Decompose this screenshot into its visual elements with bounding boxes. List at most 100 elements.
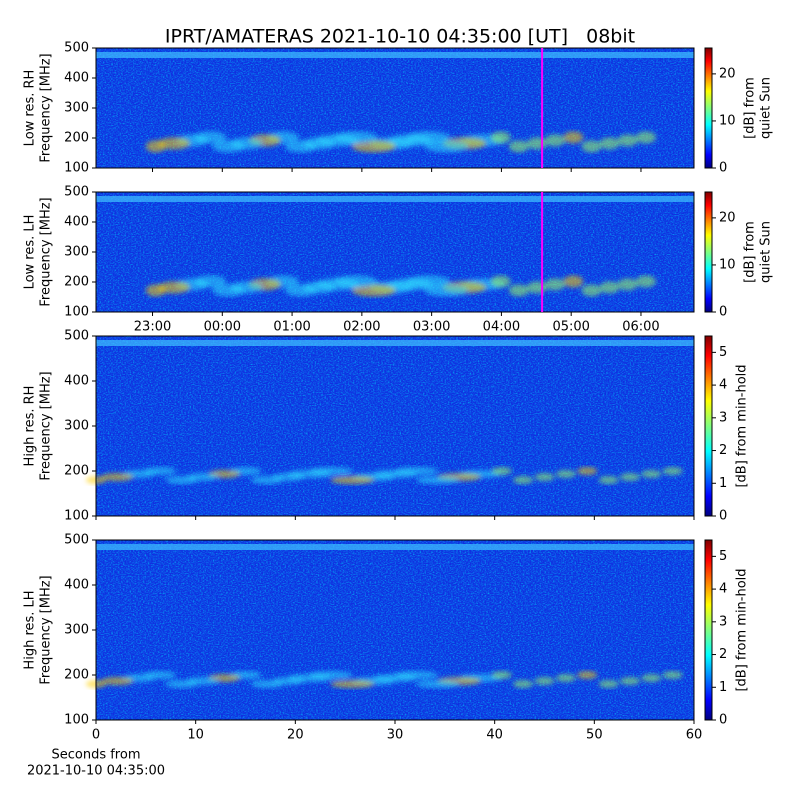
burst [619, 473, 640, 481]
y-tick-label: 400 [64, 374, 89, 389]
burst [250, 680, 283, 688]
burst [598, 680, 619, 688]
y-tick-label: 300 [64, 419, 89, 434]
bursts [145, 275, 656, 297]
burst [534, 677, 555, 685]
x-tick-label: 40 [486, 728, 503, 743]
chart-title: IPRT/AMATERAS 2021-10-10 04:35:00 [UT] 0… [165, 26, 635, 48]
x-tick-label: 03:00 [413, 320, 450, 335]
colorbar-tick-label: 10 [719, 257, 736, 272]
burst [641, 470, 662, 478]
burst [285, 140, 318, 153]
burst [619, 677, 640, 685]
x-tick-label: 60 [686, 728, 703, 743]
burst [598, 476, 619, 484]
bursts [86, 467, 683, 484]
colorbar-label: quiet Sun [759, 77, 774, 139]
burst [287, 674, 332, 682]
y-axis-label: Low res. LH [23, 215, 38, 290]
x-tick-label: 0 [92, 728, 100, 743]
burst [491, 467, 512, 475]
burst [315, 278, 360, 291]
burst [351, 284, 396, 297]
burst [330, 680, 375, 688]
x-tick-label: 04:00 [483, 320, 520, 335]
colorbar-tick-label: 10 [719, 113, 736, 128]
burst [157, 281, 190, 294]
burst [527, 281, 548, 294]
colorbar-tick-label: 20 [719, 66, 736, 81]
heatmap-texture [96, 48, 694, 168]
colorbar-tick-label: 2 [719, 443, 727, 458]
burst [577, 671, 598, 679]
burst [513, 680, 534, 688]
colorbar-tick-label: 3 [719, 410, 727, 425]
colorbar-tick-label: 2 [719, 647, 727, 662]
y-tick-label: 200 [64, 464, 89, 479]
burst [212, 140, 245, 153]
y-tick-label: 500 [64, 185, 89, 200]
heatmap-top-band [96, 340, 694, 346]
y-axis-label: Frequency [MHz] [39, 53, 54, 162]
heatmap-top-band [96, 52, 694, 58]
y-axis-label: Frequency [MHz] [39, 371, 54, 480]
y-axis-label: Frequency [MHz] [39, 197, 54, 306]
colorbar [704, 335, 713, 517]
burst [563, 275, 584, 288]
y-tick-label: 200 [64, 131, 89, 146]
y-tick-label: 500 [64, 41, 89, 56]
burst [285, 284, 318, 297]
y-tick-label: 100 [64, 509, 89, 524]
burst [662, 671, 683, 679]
colorbar-tick-label: 5 [719, 345, 727, 360]
x-axis-label: 2021-10-10 04:35:00 [27, 764, 165, 779]
heatmap-texture [96, 336, 694, 516]
burst [635, 275, 656, 288]
y-tick-label: 300 [64, 623, 89, 638]
colorbar-tick-label: 5 [719, 549, 727, 564]
burst [563, 131, 584, 144]
y-tick-label: 400 [64, 71, 89, 86]
burst [165, 680, 198, 688]
heatmap-top-band [96, 196, 694, 202]
colorbar-tick-label: 4 [719, 378, 727, 393]
burst [508, 284, 529, 297]
x-axis-label: Seconds from [51, 748, 140, 763]
x-tick-label: 50 [586, 728, 603, 743]
burst [424, 140, 469, 153]
x-tick-label: 10 [187, 728, 204, 743]
colorbar-tick-label: 1 [719, 476, 727, 491]
x-tick-label: 05:00 [552, 320, 589, 335]
heatmap-texture [96, 540, 694, 720]
x-tick-label: 30 [387, 728, 404, 743]
x-tick-label: 02:00 [343, 320, 380, 335]
burst [315, 134, 360, 147]
burst [635, 131, 656, 144]
burst [415, 476, 460, 484]
colorbar-label: quiet Sun [759, 221, 774, 283]
x-tick-label: 06:00 [622, 320, 659, 335]
burst [555, 470, 576, 478]
y-tick-label: 200 [64, 275, 89, 290]
y-tick-label: 500 [64, 329, 89, 344]
burst [508, 140, 529, 153]
burst [581, 284, 602, 297]
y-tick-label: 500 [64, 533, 89, 548]
burst [581, 140, 602, 153]
y-tick-label: 200 [64, 668, 89, 683]
burst [545, 134, 566, 147]
burst [101, 473, 134, 481]
colorbar-tick-label: 0 [719, 305, 727, 320]
colorbar-tick-label: 0 [719, 713, 727, 728]
y-tick-label: 400 [64, 215, 89, 230]
burst [165, 476, 198, 484]
burst [490, 131, 511, 144]
burst [415, 680, 460, 688]
bursts [86, 671, 683, 688]
burst [491, 671, 512, 679]
x-tick-label: 23:00 [134, 320, 171, 335]
burst [555, 674, 576, 682]
y-tick-label: 100 [64, 713, 89, 728]
burst [641, 674, 662, 682]
